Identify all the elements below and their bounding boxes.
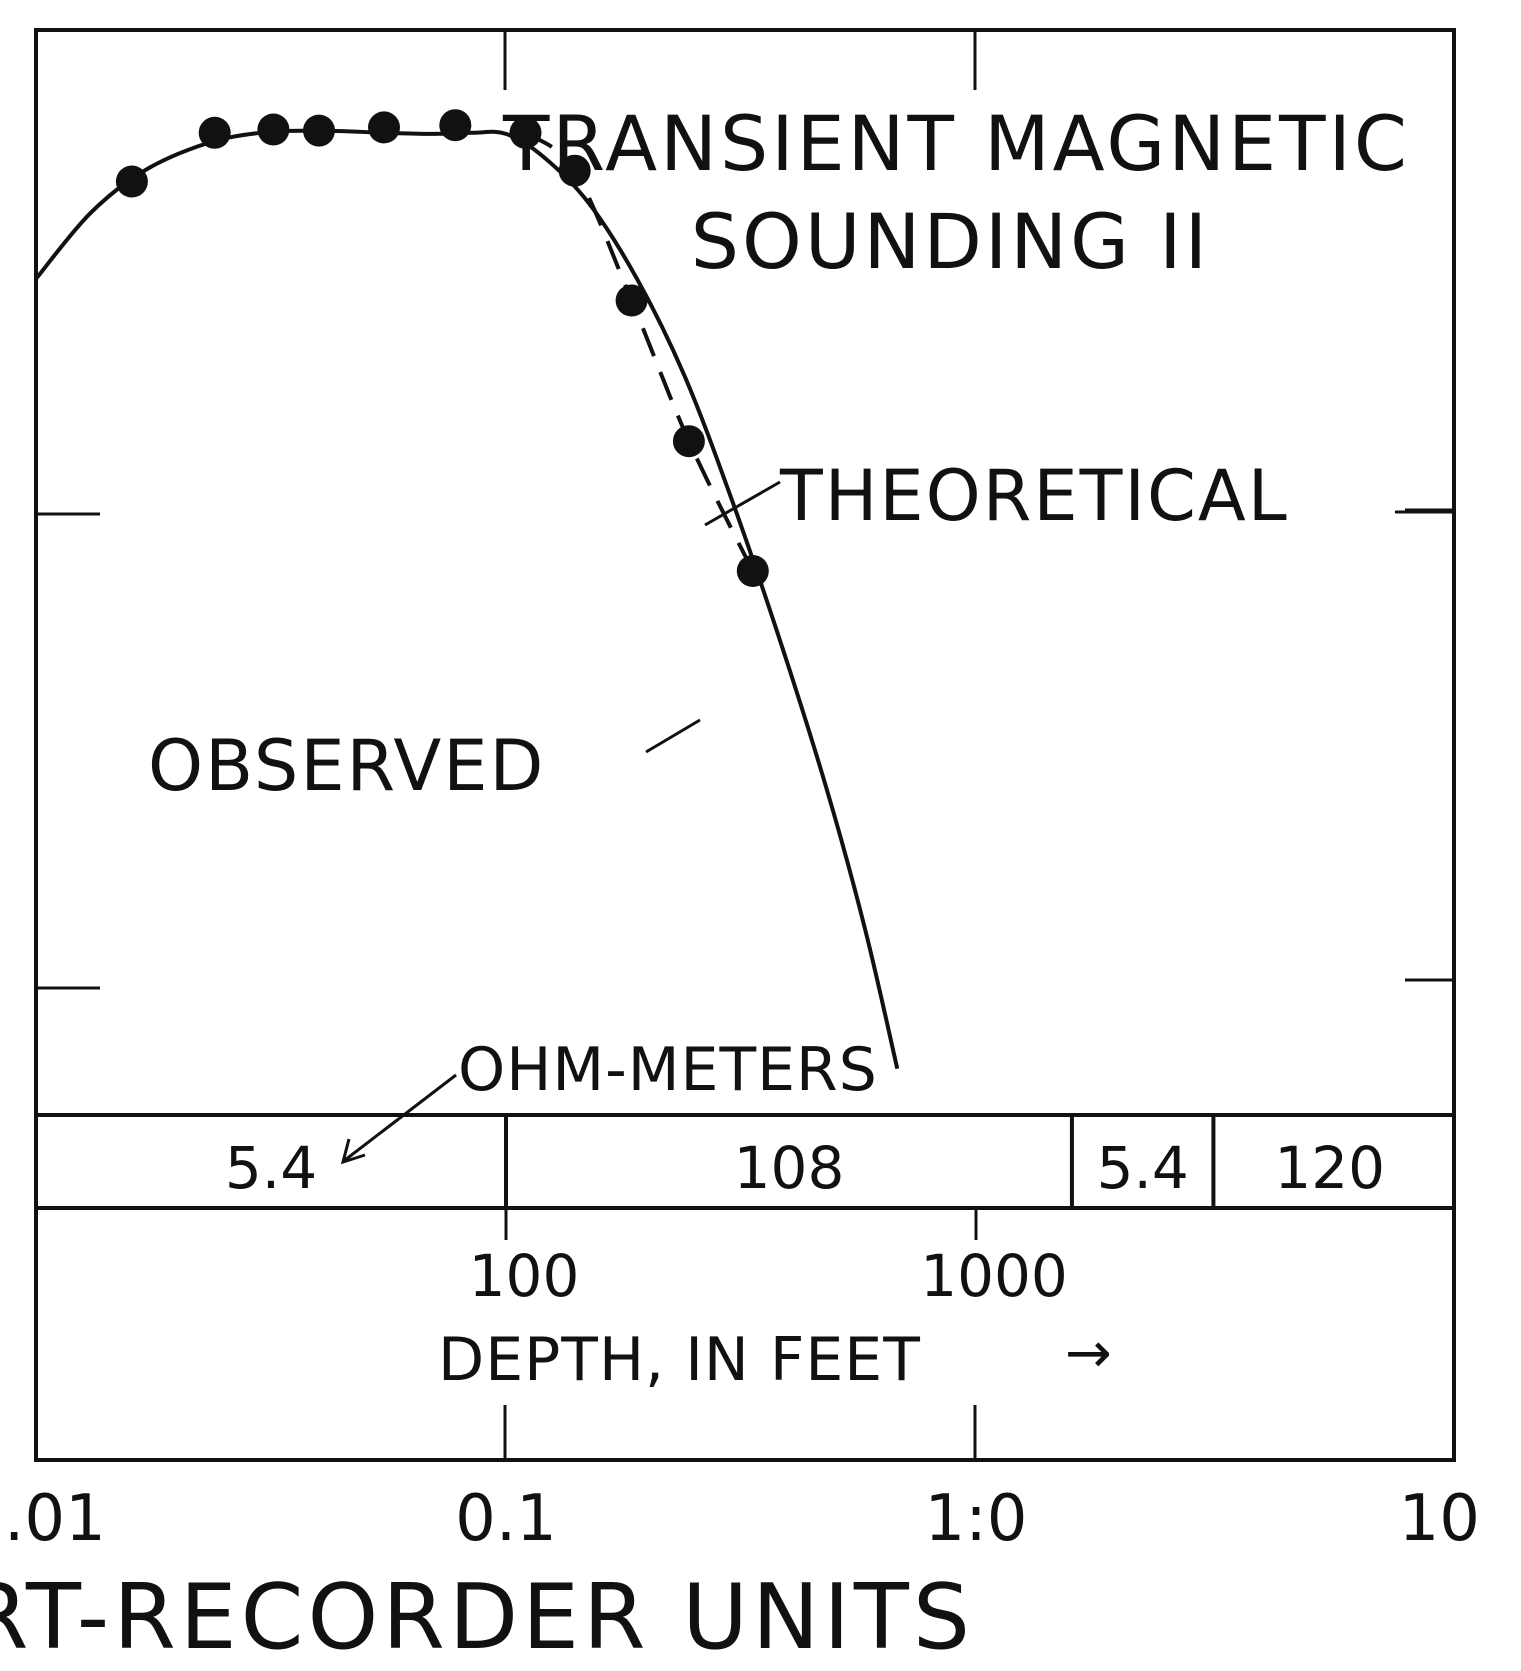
x-tick-labels: .01 0.1 1:0 10 (4, 1482, 1480, 1556)
observed-point (439, 109, 472, 142)
plot-frame (34, 28, 1456, 1462)
ohm-meters-leader (344, 1073, 457, 1162)
chart-title-line-1: TRANSIENT MAGNETIC (502, 99, 1410, 188)
depth-tick-label: 1000 (920, 1242, 1068, 1310)
depth-axis-arrow: → (1065, 1321, 1113, 1386)
theoretical-label: THEORETICAL (779, 455, 1289, 537)
x-tick-label: 10 (1399, 1482, 1480, 1556)
depth-ticks: 100 1000 (469, 1208, 1068, 1310)
observed-point (615, 284, 648, 317)
layer-value: 120 (1274, 1134, 1385, 1202)
observed-point (115, 165, 148, 198)
resistivity-layers: 5.4 108 5.4 120 (225, 1115, 1385, 1208)
ohm-meters-arrowhead (340, 1138, 366, 1165)
layer-value: 5.4 (225, 1134, 317, 1202)
observed-point (558, 154, 591, 187)
observed-point (303, 114, 335, 147)
x-tick-label: .01 (4, 1482, 106, 1556)
observed-point (672, 425, 705, 458)
layer-value: 108 (734, 1134, 845, 1202)
ohm-meters-label: OHM-METERS (458, 1035, 878, 1105)
observed-point (509, 116, 542, 149)
frame-ticks (36, 30, 1454, 1460)
observed-point (736, 555, 769, 587)
x-tick-label: 1:0 (925, 1482, 1028, 1556)
x-tick-label: 0.1 (455, 1482, 557, 1556)
observed-points (115, 109, 769, 587)
observed-point (198, 116, 231, 149)
x-axis-label: RT-RECORDER UNITS (0, 1565, 974, 1670)
observed-point (257, 113, 290, 146)
depth-tick-label: 100 (469, 1242, 580, 1310)
depth-axis-label: DEPTH, IN FEET (438, 1325, 921, 1395)
observed-leader (645, 718, 701, 754)
observed-point (368, 111, 400, 144)
observed-label: OBSERVED (148, 725, 545, 807)
chart-title-line-2: SOUNDING II (691, 197, 1210, 286)
layer-value: 5.4 (1097, 1134, 1189, 1202)
theoretical-leader (704, 480, 781, 527)
